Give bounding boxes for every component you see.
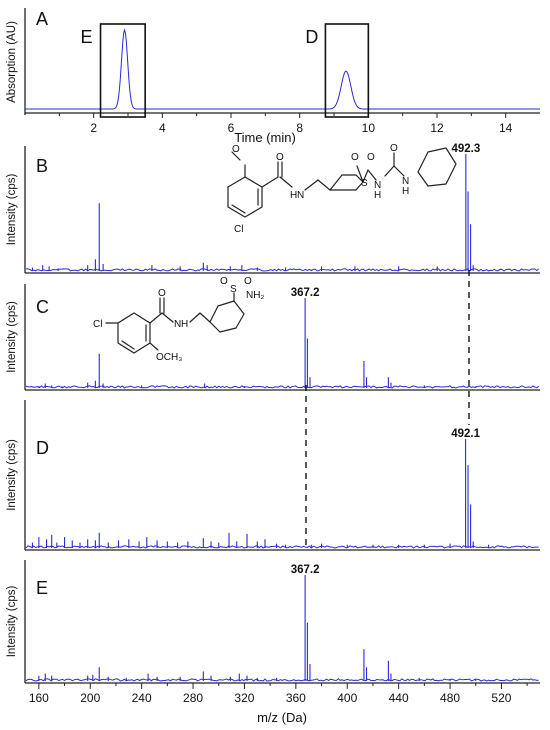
structure-c-atom: O bbox=[220, 276, 228, 287]
structure-b-atom: O bbox=[276, 152, 284, 163]
structure-b-atom: O bbox=[390, 143, 398, 154]
structure-b-ring2 bbox=[329, 174, 364, 191]
panel-a-xtick-label: 4 bbox=[159, 121, 166, 135]
structure-b-bond bbox=[367, 169, 377, 181]
structure-b: O O H N S O O N H O N H Cl bbox=[227, 143, 457, 235]
structure-b-atom: O bbox=[351, 152, 359, 163]
mz-tick-label: 360 bbox=[286, 691, 306, 705]
structure-c-atom: H bbox=[181, 319, 188, 330]
mz-tick-label: 320 bbox=[234, 691, 254, 705]
structure-c-atom: NH₂ bbox=[246, 290, 264, 301]
mz-tick-label: 280 bbox=[183, 691, 203, 705]
mz-tick-label: 160 bbox=[29, 691, 49, 705]
selection-box-e bbox=[99, 23, 146, 118]
panel-letter-a: A bbox=[36, 9, 48, 29]
structure-c-atom: S bbox=[230, 284, 237, 295]
structure-b-atom: Cl bbox=[234, 224, 243, 235]
spectrum-baseline bbox=[25, 385, 540, 389]
panel-b: B Intensity (cps) 492.3 bbox=[6, 143, 540, 274]
panel-a-xtick-label: 6 bbox=[228, 121, 235, 135]
mz-axis: 160 200 240 280 320 360 400 440 480 520 bbox=[29, 683, 528, 705]
panel-a-xtick-label: 2 bbox=[90, 121, 97, 135]
structure-c-ring1 bbox=[117, 312, 151, 354]
chromatogram-trace bbox=[25, 28, 540, 110]
panel-c: C Intensity (cps) 367.2 bbox=[6, 284, 540, 391]
structure-b-atom: N bbox=[374, 180, 381, 191]
structure-c-bond bbox=[121, 340, 135, 350]
peak-label: 367.2 bbox=[291, 564, 320, 576]
panel-a-xticks: 2 4 6 8 10 12 14 bbox=[58, 113, 513, 135]
structure-c-atom: OCH₃ bbox=[156, 352, 182, 363]
spectrum-baseline bbox=[25, 268, 540, 272]
box-label-d: D bbox=[305, 27, 318, 47]
structure-b-bonds bbox=[227, 176, 263, 218]
mz-tick-label: 400 bbox=[337, 691, 357, 705]
panel-letter: D bbox=[36, 438, 49, 458]
spectrum-ylabel: Intensity (cps) bbox=[6, 301, 18, 373]
structure-c-atom: O bbox=[244, 276, 252, 287]
structure-b-bond bbox=[279, 176, 293, 188]
structure-b-atom: H bbox=[402, 186, 409, 197]
structure-b-atom: H bbox=[374, 190, 381, 201]
peak-label: 492.3 bbox=[451, 143, 480, 155]
structure-c-atom: Cl bbox=[93, 319, 102, 330]
spectrum-ylabel: Intensity (cps) bbox=[6, 174, 18, 246]
structure-c: Cl O N H OCH₃ S O O NH₂ bbox=[93, 276, 264, 363]
structure-c-ring2 bbox=[209, 300, 245, 333]
structure-b-atom: S bbox=[361, 178, 368, 189]
structure-c-bond bbox=[149, 312, 163, 324]
structure-b-bond bbox=[231, 151, 241, 161]
spectrum-baseline bbox=[25, 545, 539, 549]
structure-b-bond bbox=[393, 165, 405, 177]
structure-b-atom: N bbox=[297, 190, 304, 201]
mz-tick-label: 440 bbox=[389, 691, 409, 705]
spectrum-baseline bbox=[25, 678, 539, 682]
structure-b-bond bbox=[356, 165, 364, 183]
panel-d: D Intensity (cps) 492.1 bbox=[6, 400, 540, 551]
panel-e: E Intensity (cps) 367.2 bbox=[6, 560, 540, 684]
panel-a-xtick-label: 8 bbox=[296, 121, 303, 135]
box-label-e: E bbox=[81, 27, 93, 47]
panel-a-xtick-label: 10 bbox=[362, 121, 376, 135]
structure-b-atom: O bbox=[232, 144, 240, 155]
structure-b-atom: N bbox=[402, 176, 409, 187]
mz-tick-label: 200 bbox=[80, 691, 100, 705]
mz-axis-label: m/z (Da) bbox=[257, 710, 307, 725]
panel-letter: E bbox=[36, 578, 48, 598]
structure-c-atom: O bbox=[158, 288, 166, 299]
structure-b-ring3 bbox=[417, 147, 457, 187]
structure-c-bond bbox=[149, 342, 159, 351]
mz-tick-label: 480 bbox=[440, 691, 460, 705]
structure-c-atom: N bbox=[174, 319, 181, 330]
structure-b-bond bbox=[231, 204, 246, 214]
mz-tick-label: 240 bbox=[132, 691, 152, 705]
peak-label: 492.1 bbox=[451, 428, 480, 440]
structure-c-bond bbox=[189, 312, 201, 323]
panel-letter: C bbox=[36, 297, 49, 317]
structure-b-bond bbox=[261, 176, 279, 188]
selection-box-d bbox=[324, 23, 370, 118]
structure-b-bond bbox=[362, 169, 369, 183]
panel-letter: B bbox=[36, 156, 48, 176]
mz-tick-label: 520 bbox=[491, 691, 511, 705]
panel-a-xtick-label: 14 bbox=[499, 121, 513, 135]
structure-b-bond bbox=[304, 179, 319, 191]
structure-c-bond bbox=[161, 312, 174, 323]
panel-a-ylabel: Absorption (AU) bbox=[6, 21, 18, 103]
peak-label: 367.2 bbox=[291, 287, 320, 299]
structure-b-atom: H bbox=[290, 190, 297, 201]
structure-b-atom: O bbox=[367, 152, 375, 163]
spectrum-ylabel: Intensity (cps) bbox=[6, 439, 18, 511]
panel-a-xlabel: Time (min) bbox=[234, 130, 296, 145]
panel-a-xtick-label: 12 bbox=[430, 121, 444, 135]
structure-b-bond bbox=[317, 179, 331, 191]
structure-c-bond bbox=[199, 312, 211, 323]
spectrum-ylabel: Intensity (cps) bbox=[6, 586, 18, 658]
structure-b-bond bbox=[384, 165, 395, 177]
